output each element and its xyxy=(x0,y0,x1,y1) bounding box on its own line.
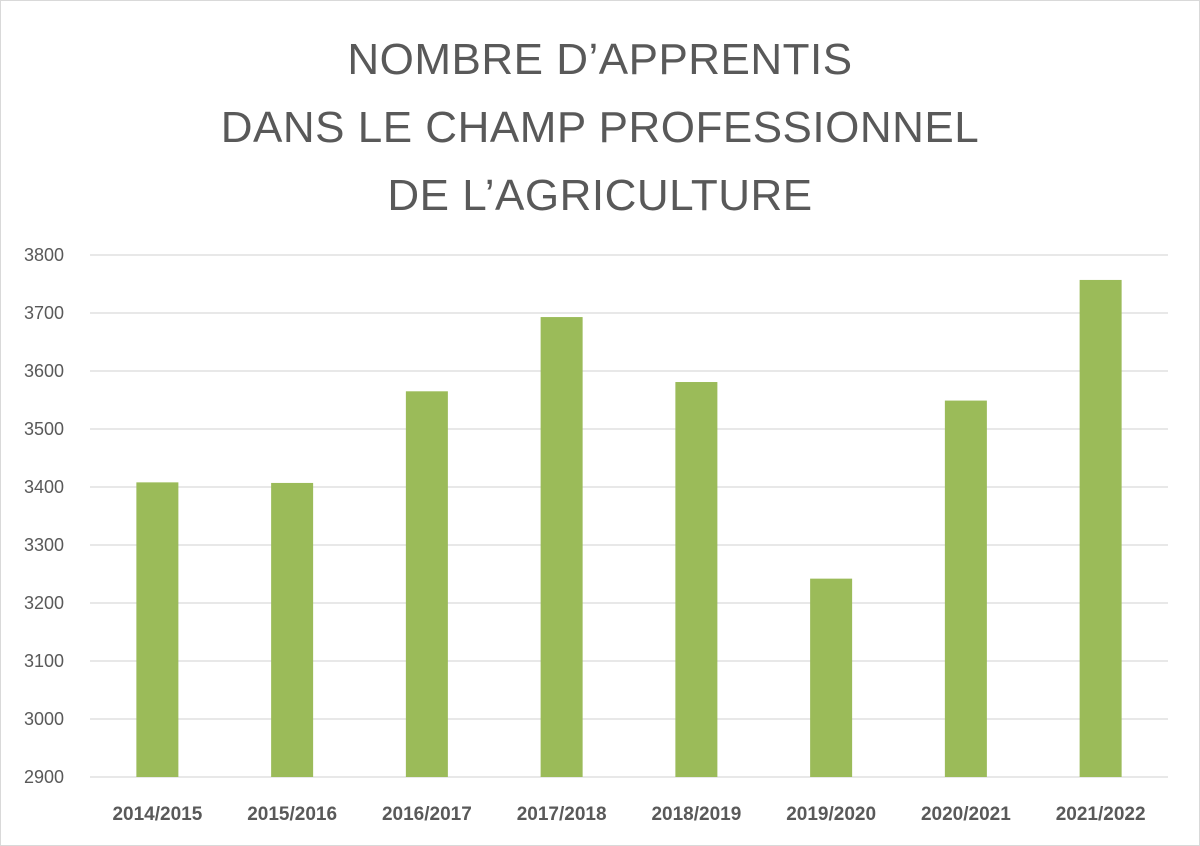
x-tick-label: 2021/2022 xyxy=(1056,804,1146,825)
y-tick-label: 3100 xyxy=(24,651,64,671)
chart-title: NOMBRE D’APPRENTIS DANS LE CHAMP PROFESS… xyxy=(0,26,1200,230)
y-tick-label: 3800 xyxy=(24,245,64,265)
y-tick-label: 3000 xyxy=(24,709,64,729)
gridlines xyxy=(90,254,1168,778)
x-tick-label: 2016/2017 xyxy=(382,804,472,825)
x-tick-label: 2014/2015 xyxy=(112,804,202,825)
x-tick-label: 2019/2020 xyxy=(786,804,876,825)
y-tick-label: 3400 xyxy=(24,477,64,497)
bar xyxy=(675,382,718,777)
y-tick-label: 2900 xyxy=(24,767,64,787)
y-tick-label: 3200 xyxy=(24,593,64,613)
chart-title-line-1: NOMBRE D’APPRENTIS xyxy=(347,35,853,84)
y-axis-labels: 2900 3000 3100 3200 3300 3400 3500 3600 3700 3800 xyxy=(24,245,64,787)
bar xyxy=(810,578,853,777)
bars xyxy=(136,279,1122,777)
bar xyxy=(136,482,179,777)
bar xyxy=(540,317,583,777)
y-tick-label: 3600 xyxy=(24,361,64,381)
x-tick-label: 2020/2021 xyxy=(921,804,1011,825)
y-tick-label: 3500 xyxy=(24,419,64,439)
chart-title-line-2: DANS LE CHAMP PROFESSIONNEL xyxy=(220,103,980,152)
bar xyxy=(1079,279,1122,777)
bar xyxy=(944,400,987,777)
y-tick-label: 3700 xyxy=(24,303,64,323)
bar xyxy=(271,482,314,777)
chart-title-line-3: DE L’AGRICULTURE xyxy=(387,171,813,220)
x-tick-label: 2015/2016 xyxy=(247,804,337,825)
x-tick-label: 2018/2019 xyxy=(651,804,741,825)
y-tick-label: 3300 xyxy=(24,535,64,555)
bar xyxy=(405,391,448,777)
x-tick-label: 2017/2018 xyxy=(517,804,607,825)
x-axis-labels: 2014/2015 2015/2016 2016/2017 2017/2018 2018… xyxy=(112,804,1145,825)
